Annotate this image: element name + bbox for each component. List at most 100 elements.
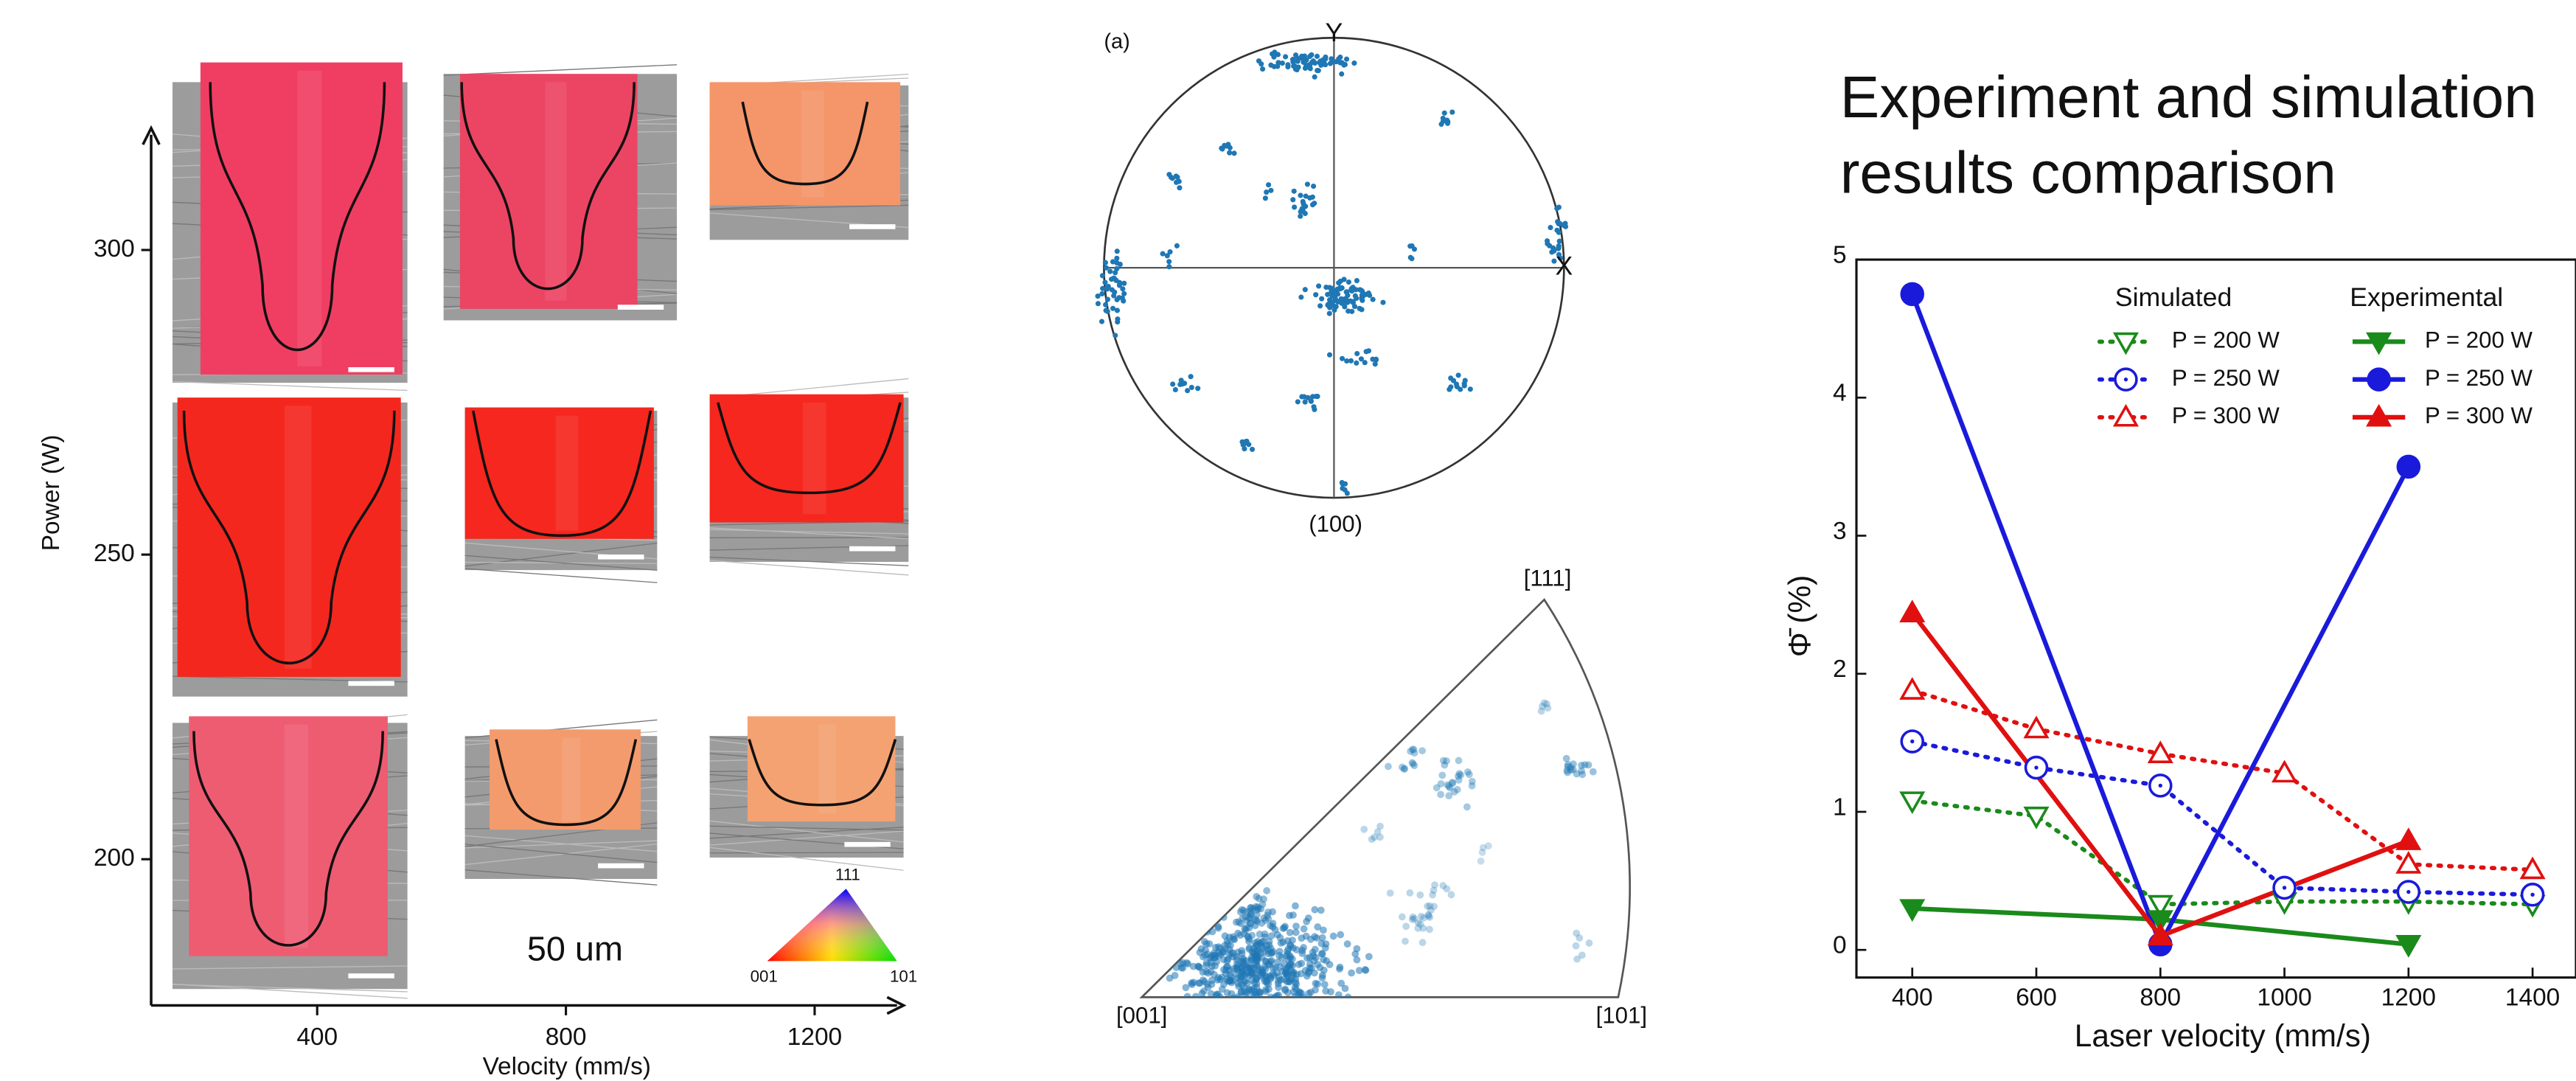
pole-point: [1354, 296, 1359, 301]
pole-point: [1280, 60, 1285, 66]
pole-point: [1118, 262, 1123, 267]
ipf-point: [1260, 914, 1267, 922]
ipf-point: [1227, 976, 1234, 984]
ipf-point: [1263, 1002, 1270, 1009]
ipf-point: [1426, 925, 1433, 933]
ipf-point: [1250, 1000, 1257, 1007]
pole-point: [1316, 68, 1321, 73]
ipf-point: [1543, 701, 1550, 708]
ipf-point: [1253, 976, 1260, 983]
pole-point: [1182, 380, 1187, 386]
ipf-point: [1188, 918, 1195, 925]
ipf-point: [1407, 748, 1414, 755]
pole-figure: (a) Y X (100): [1095, 18, 1573, 537]
pole-point: [1346, 279, 1351, 285]
pole-point: [1359, 307, 1364, 312]
pole-point: [1117, 280, 1122, 285]
pole-point: [1448, 375, 1453, 380]
ipf-point: [1312, 1001, 1319, 1009]
ipf-point: [1186, 925, 1194, 933]
pole-point: [1165, 253, 1170, 258]
ipf-point: [1226, 967, 1233, 974]
ipf-point: [1271, 999, 1278, 1007]
pole-point: [1319, 296, 1324, 302]
ipf-point: [1205, 1007, 1212, 1014]
ipf-point: [1292, 903, 1299, 910]
pole-point: [1468, 386, 1473, 392]
ipf-point: [1331, 1007, 1339, 1014]
ipf-point: [1216, 976, 1224, 983]
ipf-point: [1420, 925, 1427, 932]
pole-point: [1285, 62, 1290, 67]
ipf-point: [1165, 954, 1172, 962]
pole-point: [1283, 54, 1288, 59]
pole-point: [1338, 279, 1343, 284]
ipf-point: [1248, 1006, 1256, 1013]
page: { "micrograph_panel": { "xlabel": "Veloc…: [0, 0, 2576, 1081]
ipf-point: [1284, 945, 1292, 953]
ipf-point: [1202, 962, 1210, 969]
ipf-point: [1281, 1013, 1289, 1021]
pole-point: [1100, 273, 1105, 278]
grain-band: [818, 725, 836, 813]
ipf-point: [1298, 947, 1306, 954]
ipf-point: [1438, 771, 1446, 779]
pole-point: [1266, 182, 1271, 187]
ipf-point: [1240, 998, 1247, 1006]
ipf-point: [1281, 985, 1289, 993]
ipf-point: [1311, 906, 1318, 914]
x-tick-label: 1200: [787, 1023, 842, 1051]
ipf-point: [1314, 961, 1321, 968]
pole-point: [1166, 259, 1172, 264]
ipf-point: [1201, 938, 1208, 945]
ipf-point: [1180, 920, 1188, 927]
pole-point: [1242, 441, 1247, 446]
grain-band: [556, 416, 579, 531]
ipf-point: [1263, 979, 1270, 987]
data-point: [1901, 602, 1923, 621]
ipf-point: [1228, 1023, 1236, 1031]
data-point: [1901, 283, 1923, 305]
ipf-point: [1240, 959, 1247, 966]
series-line: [1912, 801, 2533, 904]
pole-point: [1307, 195, 1312, 201]
pole-point: [1317, 303, 1323, 308]
pole-point: [1250, 447, 1255, 452]
ipf-point: [1477, 858, 1485, 865]
ipf-point: [1192, 993, 1200, 1000]
pole-point: [1293, 52, 1298, 58]
pole-point: [1344, 289, 1349, 294]
pole-point: [1115, 319, 1120, 324]
ipf-point: [1345, 993, 1352, 1001]
ipf-point: [1464, 768, 1472, 776]
ipf-point: [1309, 1004, 1317, 1012]
series-line: [1912, 294, 2409, 945]
pole-point: [1268, 188, 1273, 193]
pole-point: [1103, 260, 1108, 265]
ipf-point: [1287, 953, 1294, 960]
pole-point: [1227, 150, 1232, 156]
ipf-point: [1233, 1002, 1240, 1009]
pole-point: [1340, 356, 1345, 361]
ipf-point: [1429, 891, 1436, 899]
ipf-point: [1418, 747, 1426, 754]
ipf-point: [1416, 891, 1424, 899]
ipf-point: [1319, 974, 1326, 981]
pole-point: [1105, 296, 1110, 302]
ipf-point: [1295, 1008, 1303, 1015]
pole-point: [1344, 358, 1349, 364]
y-tick-label: 1: [1833, 793, 1847, 821]
ipf-point: [1312, 1001, 1319, 1008]
pole-point: [1354, 278, 1360, 283]
ipf-point: [1183, 998, 1190, 1005]
pole-point: [1327, 352, 1332, 358]
ipf-point: [1184, 993, 1191, 1001]
pole-point: [1315, 54, 1320, 59]
pole-point: [1409, 256, 1414, 261]
legend-label: P = 250 W: [2172, 365, 2280, 391]
pole-point: [1371, 297, 1376, 302]
ipf-point: [1576, 934, 1583, 942]
ipf-point: [1343, 769, 1351, 776]
pole-point: [1301, 199, 1306, 204]
